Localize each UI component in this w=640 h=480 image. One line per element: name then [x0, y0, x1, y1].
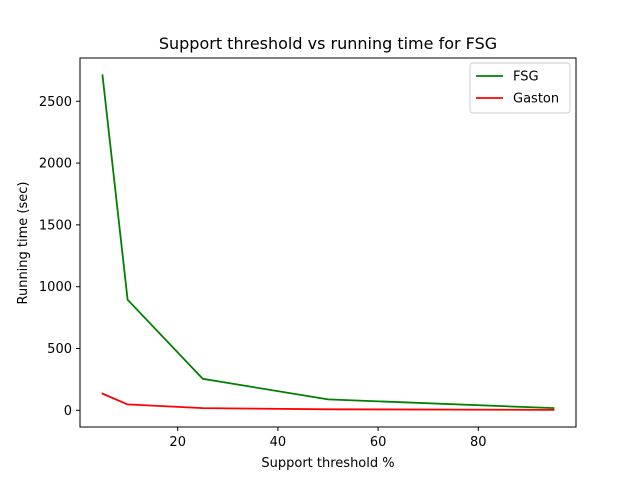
y-tick-label: 2500	[39, 95, 72, 110]
y-axis: 0 500 1000 1500 2000 2500	[39, 95, 80, 419]
y-axis-title: Running time (sec)	[16, 182, 31, 305]
series-layer	[101, 74, 555, 411]
y-tick-label: 0	[64, 404, 72, 419]
y-tick-label: 500	[47, 342, 72, 357]
series-line-fsg	[101, 74, 555, 410]
legend-label-fsg: FSG	[513, 70, 539, 85]
plot-area	[79, 57, 577, 428]
legend: FSG Gaston	[469, 62, 571, 114]
y-tick-label: 2000	[39, 157, 72, 172]
x-tick-label: 40	[270, 435, 287, 450]
x-tick-label: 80	[470, 435, 487, 450]
y-tick-label: 1500	[39, 218, 72, 233]
series-line-gaston	[101, 392, 555, 411]
chart-title: Support threshold vs running time for FS…	[159, 34, 497, 53]
x-tick-label: 60	[370, 435, 387, 450]
x-tick-label: 20	[169, 435, 186, 450]
x-axis: 20 40 60 80	[169, 427, 487, 450]
y-tick-label: 1000	[39, 280, 72, 295]
legend-label-gaston: Gaston	[513, 92, 559, 107]
plot-frame	[79, 57, 577, 428]
x-axis-title: Support threshold %	[261, 456, 394, 471]
